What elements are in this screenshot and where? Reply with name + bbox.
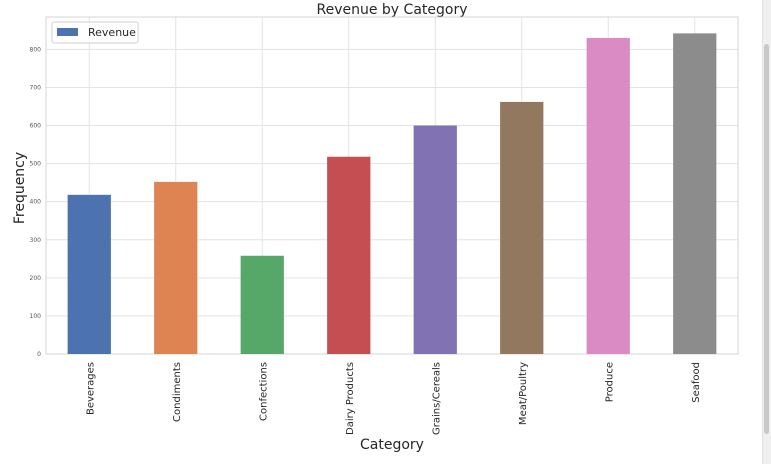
y-tick-label: 300: [30, 237, 42, 244]
y-tick-labels: 0 100 200 300 400 500 600 700 800: [30, 46, 42, 358]
x-tick-label: Meat/Poultry: [518, 362, 529, 425]
legend-label: Revenue: [88, 26, 136, 39]
y-tick-label: 100: [30, 313, 42, 320]
bar: [154, 181, 198, 354]
bar: [500, 101, 544, 354]
grid-lines: [46, 17, 738, 355]
x-tick-label: Grains/Cereals: [431, 362, 442, 435]
x-tick-labels: Beverages Condiments Confections Dairy Prod…: [85, 362, 702, 435]
bar: [327, 156, 371, 354]
y-tick-label: 400: [30, 199, 42, 206]
y-tick-label: 500: [30, 161, 42, 168]
chart-title: Revenue by Category: [317, 2, 468, 18]
y-tick-label: 800: [30, 46, 42, 53]
x-tick-label: Condiments: [172, 362, 183, 422]
y-tick-label: 700: [30, 84, 42, 91]
y-tick-label: 200: [30, 275, 42, 282]
legend-frame: [51, 21, 139, 44]
bars: [67, 33, 717, 354]
x-tick-label: Beverages: [85, 362, 96, 415]
y-axis-label: Frequency: [12, 152, 28, 224]
legend: Revenue: [51, 21, 139, 44]
scrollbar-thumb[interactable]: [764, 44, 769, 434]
x-tick-label: Dairy Products: [345, 362, 356, 435]
x-axis-label: Category: [360, 437, 424, 453]
y-tick-label: 0: [37, 351, 41, 358]
x-tick-label: Seafood: [691, 362, 702, 403]
bar: [240, 255, 284, 354]
x-tick-label: Confections: [258, 362, 269, 421]
y-tick-label: 600: [30, 123, 42, 130]
bar: [673, 33, 717, 354]
x-tick-label: Produce: [604, 362, 615, 402]
legend-swatch: [57, 28, 78, 36]
bar: [413, 125, 457, 354]
bar: [67, 194, 111, 354]
bar: [586, 37, 630, 354]
plot-frame: [45, 16, 739, 355]
